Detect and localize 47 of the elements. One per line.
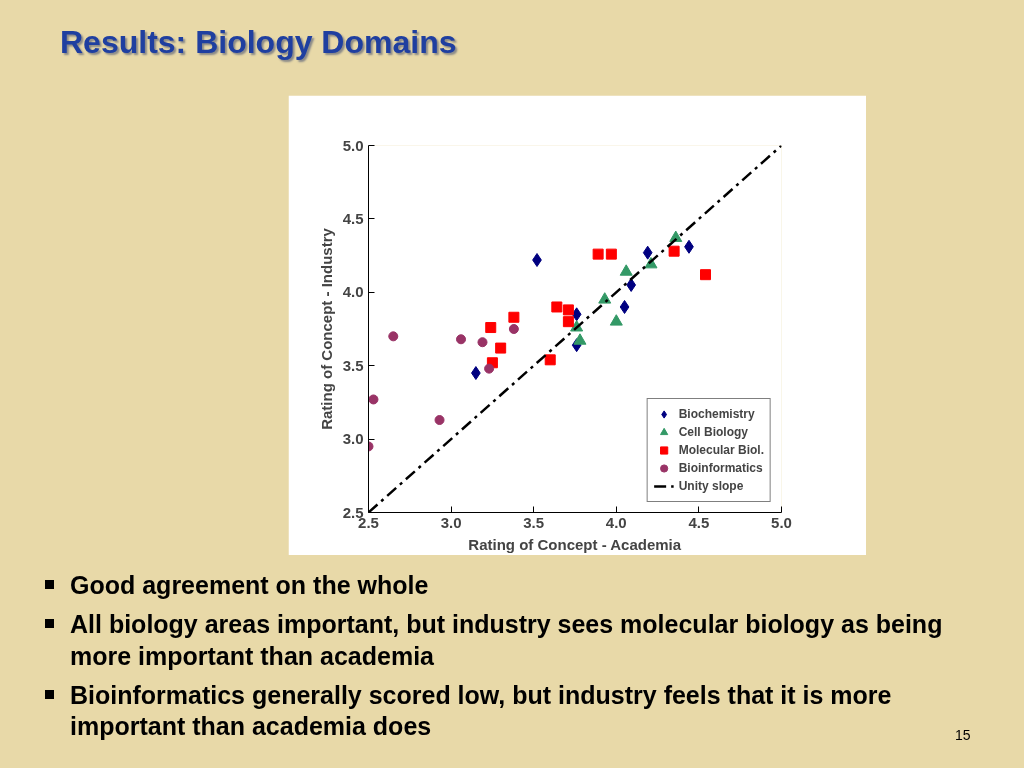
text: Good agreement on the whole — [70, 570, 429, 601]
x-tick-label: 3.5 — [523, 513, 545, 531]
x-tick-label: 5.0 — [771, 513, 792, 531]
point — [571, 307, 582, 322]
point — [642, 245, 653, 260]
point — [456, 334, 467, 345]
point — [477, 337, 488, 348]
point — [508, 311, 520, 323]
point — [668, 245, 680, 257]
text: All biology areas important, but industry sees molecular biology as being more important than academia — [70, 609, 944, 672]
x-tick-label: 4.5 — [688, 513, 710, 531]
x-axis-title: Rating of Concept - Academia — [468, 535, 682, 553]
legend-label: Unity slope — [678, 478, 744, 495]
point — [605, 248, 617, 260]
point — [619, 299, 630, 314]
point — [619, 264, 633, 276]
y-tick-label: 5.0 — [342, 136, 364, 154]
y-axis-title: Rating of Concept - Industry — [317, 227, 335, 430]
x-tick-label: 4.0 — [605, 513, 627, 531]
point — [508, 324, 519, 334]
point — [562, 304, 574, 316]
legend-label: Cell Biology — [678, 424, 748, 441]
point — [562, 316, 574, 328]
point — [609, 314, 623, 326]
y-tick-label: 3.0 — [342, 430, 364, 448]
point — [592, 248, 604, 260]
text: Bioinformatics generally scored low, but industry feels that it is more important than academia does — [70, 679, 893, 742]
y-tick-label: 4.0 — [342, 283, 364, 301]
legend-label: Biochemistry — [678, 406, 755, 423]
text: 15 — [955, 726, 971, 745]
point — [434, 415, 445, 426]
legend-label: Bioinformatics — [678, 460, 763, 477]
point — [485, 322, 497, 334]
chart-title: Results: Biology Domains — [60, 23, 457, 62]
point — [388, 331, 399, 342]
y-tick-label: 4.5 — [342, 209, 364, 227]
point — [551, 301, 563, 313]
point — [700, 269, 712, 281]
point — [544, 354, 556, 366]
point — [532, 253, 542, 267]
y-tick-label: 3.5 — [342, 356, 364, 374]
point — [495, 342, 507, 354]
x-tick-label: 3.0 — [440, 513, 462, 531]
legend-label: Molecular Biol. — [678, 442, 764, 459]
point — [368, 394, 379, 405]
point — [484, 363, 495, 374]
point — [573, 333, 587, 345]
